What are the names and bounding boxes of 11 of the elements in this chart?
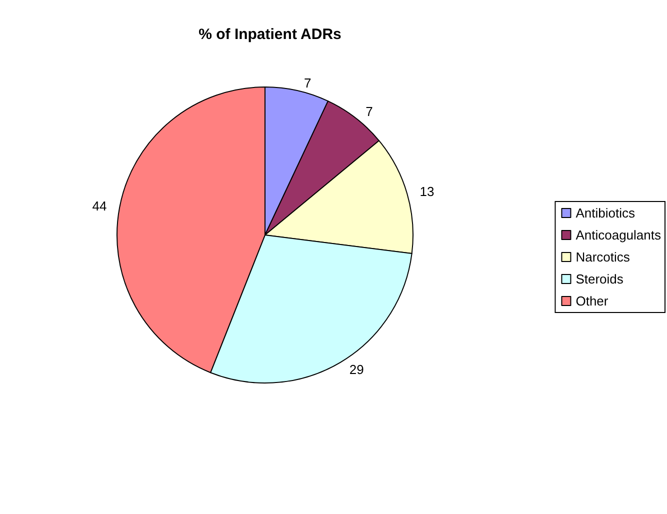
- data-label: 7: [304, 75, 312, 90]
- legend-label: Anticoagulants: [576, 228, 662, 242]
- legend-label: Narcotics: [576, 250, 630, 264]
- data-label: 44: [92, 198, 107, 214]
- data-label: 13: [420, 184, 434, 199]
- legend-label: Steroids: [576, 272, 624, 286]
- chart-title: % of Inpatient ADRs: [198, 26, 342, 43]
- data-label: 29: [349, 362, 364, 377]
- data-label: 7: [366, 104, 373, 120]
- legend-label: Antibiotics: [576, 206, 636, 220]
- legend-label: Other: [576, 294, 609, 308]
